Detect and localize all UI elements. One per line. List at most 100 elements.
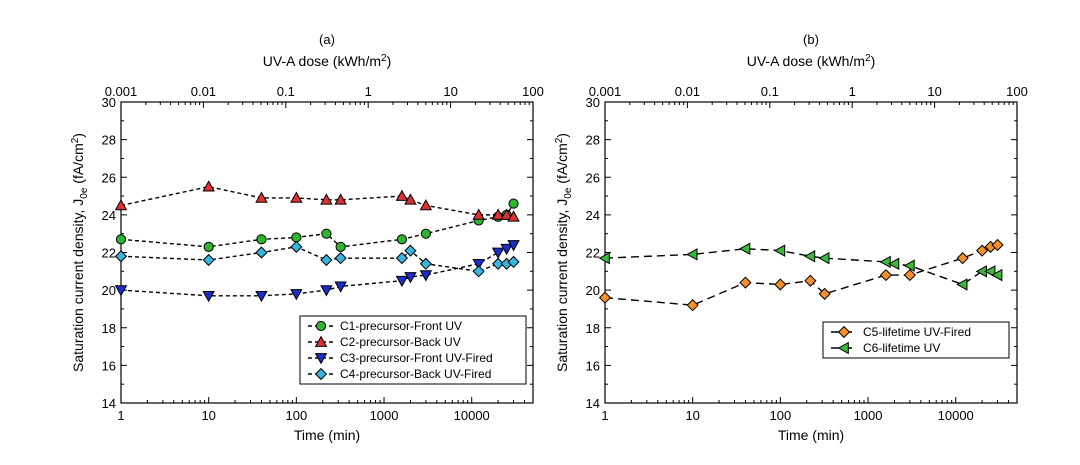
top-tick-label: 1 [849, 84, 856, 99]
series-c1-precursor-front-uv [115, 198, 519, 252]
y-axis-title-close: ) [554, 133, 570, 138]
y-tick-label: 16 [102, 358, 116, 373]
data-point [976, 244, 989, 257]
y-tick-label: 28 [586, 133, 600, 148]
legend-marker [314, 335, 328, 347]
top-tick-label: 0.01 [675, 84, 700, 99]
data-point [419, 199, 433, 211]
x-tick-label: 10 [201, 408, 215, 423]
y-axis-title: Saturation current density, J0e (fA/cm2) [70, 133, 90, 372]
legend-label: C5-lifetime UV-Fired [863, 325, 971, 339]
top-tick-label: 1 [365, 84, 372, 99]
x-tick-label: 1000 [370, 408, 399, 423]
top-axis-title: UV-A dose (kWh/m2) [263, 53, 392, 69]
data-point [991, 268, 1003, 282]
panel-label: (a) [319, 32, 335, 47]
data-point [774, 278, 787, 291]
y-tick-label: 16 [586, 358, 600, 373]
top-axis-title-close: ) [871, 53, 876, 69]
legend: C5-lifetime UV-Fired C6-lifetime UV [822, 321, 1010, 359]
y-axis-title: Saturation current density, J0e (fA/cm2) [554, 133, 574, 372]
top-axis-title-close: ) [387, 53, 392, 69]
y-tick-label: 26 [586, 170, 600, 185]
x-tick-label: 10000 [454, 408, 490, 423]
data-point [903, 259, 915, 272]
data-point [290, 289, 303, 301]
legend-marker [837, 341, 849, 355]
data-point [491, 208, 505, 220]
data-point [818, 287, 831, 300]
series-line [604, 248, 998, 286]
top-axis-title-sup: 2 [381, 53, 387, 64]
data-point [991, 238, 1004, 252]
data-point [598, 251, 610, 265]
data-point [508, 198, 519, 209]
data-point [419, 257, 432, 270]
legend-label: C6-lifetime UV [863, 341, 940, 355]
top-axis-title-sup: 2 [865, 53, 871, 64]
y-tick-label: 22 [102, 246, 116, 261]
top-axis-title: UV-A dose (kWh/m2) [747, 53, 876, 69]
data-point [420, 228, 431, 239]
x-axis-title: Time (min) [778, 427, 844, 443]
data-point [739, 242, 751, 255]
y-axis-title-sub: 0e [79, 187, 90, 199]
data-point [491, 247, 505, 259]
data-point [321, 228, 332, 239]
data-point [956, 252, 969, 265]
legend-label: C3-precursor-Front UV-Fired [340, 351, 493, 365]
series-c4-precursor-back-uv-fired [114, 240, 520, 278]
y-axis-title-unit: (fA/cm [554, 143, 570, 187]
data-point [290, 240, 303, 253]
data-point [507, 255, 520, 269]
data-point [255, 290, 268, 303]
series-c3-precursor-front-uv-fired [114, 240, 520, 303]
data-point [395, 252, 409, 265]
y-tick-label: 24 [102, 208, 116, 223]
top-tick-label: 100 [1006, 84, 1028, 99]
series-line [120, 185, 514, 218]
data-point [598, 291, 612, 304]
data-point [114, 250, 128, 263]
data-point [773, 244, 786, 257]
legend-label: C1-precursor-Front UV [340, 319, 462, 333]
data-point [686, 248, 698, 261]
y-axis-title-text: Saturation current density, J [70, 199, 86, 372]
data-point [320, 285, 333, 297]
chart-panel-b: 1 10 100 1000 10000 0.001 0.01 0.1 1 10 100 14 16 18 2… [554, 32, 1028, 443]
x-tick-label: 1000 [854, 408, 883, 423]
data-point [320, 193, 333, 205]
y-tick-label: 28 [102, 133, 116, 148]
y-axis-title-sub: 0e [563, 187, 574, 199]
data-point [984, 265, 996, 278]
data-point [507, 210, 520, 222]
data-point [888, 257, 900, 271]
data-point [320, 253, 333, 267]
data-point [500, 208, 513, 220]
data-point [507, 240, 520, 252]
y-tick-label: 20 [102, 283, 116, 298]
legend-marker [314, 367, 328, 381]
top-tick-label: 0.001 [105, 84, 138, 99]
legend-marker [314, 353, 328, 365]
data-point [500, 243, 513, 256]
series-line [120, 244, 514, 297]
data-point [803, 250, 816, 263]
data-point [404, 244, 417, 257]
data-point [818, 251, 830, 265]
y-tick-label: 24 [586, 208, 600, 223]
data-point [291, 232, 302, 243]
x-tick-label: 1 [601, 408, 608, 423]
data-point [290, 191, 303, 203]
y-tick-label: 14 [102, 396, 116, 411]
data-point [202, 253, 215, 267]
series-line [120, 246, 514, 273]
top-tick-label: 0.1 [277, 84, 295, 99]
y-tick-label: 22 [586, 246, 600, 261]
series-c5-lifetime-uv-fired [598, 238, 1004, 312]
y-tick-label: 20 [586, 283, 600, 298]
x-tick-label: 1 [117, 408, 124, 423]
data-point [255, 191, 268, 203]
legend: C1-precursor-Front UV C2-precursor-Back U… [299, 315, 527, 385]
